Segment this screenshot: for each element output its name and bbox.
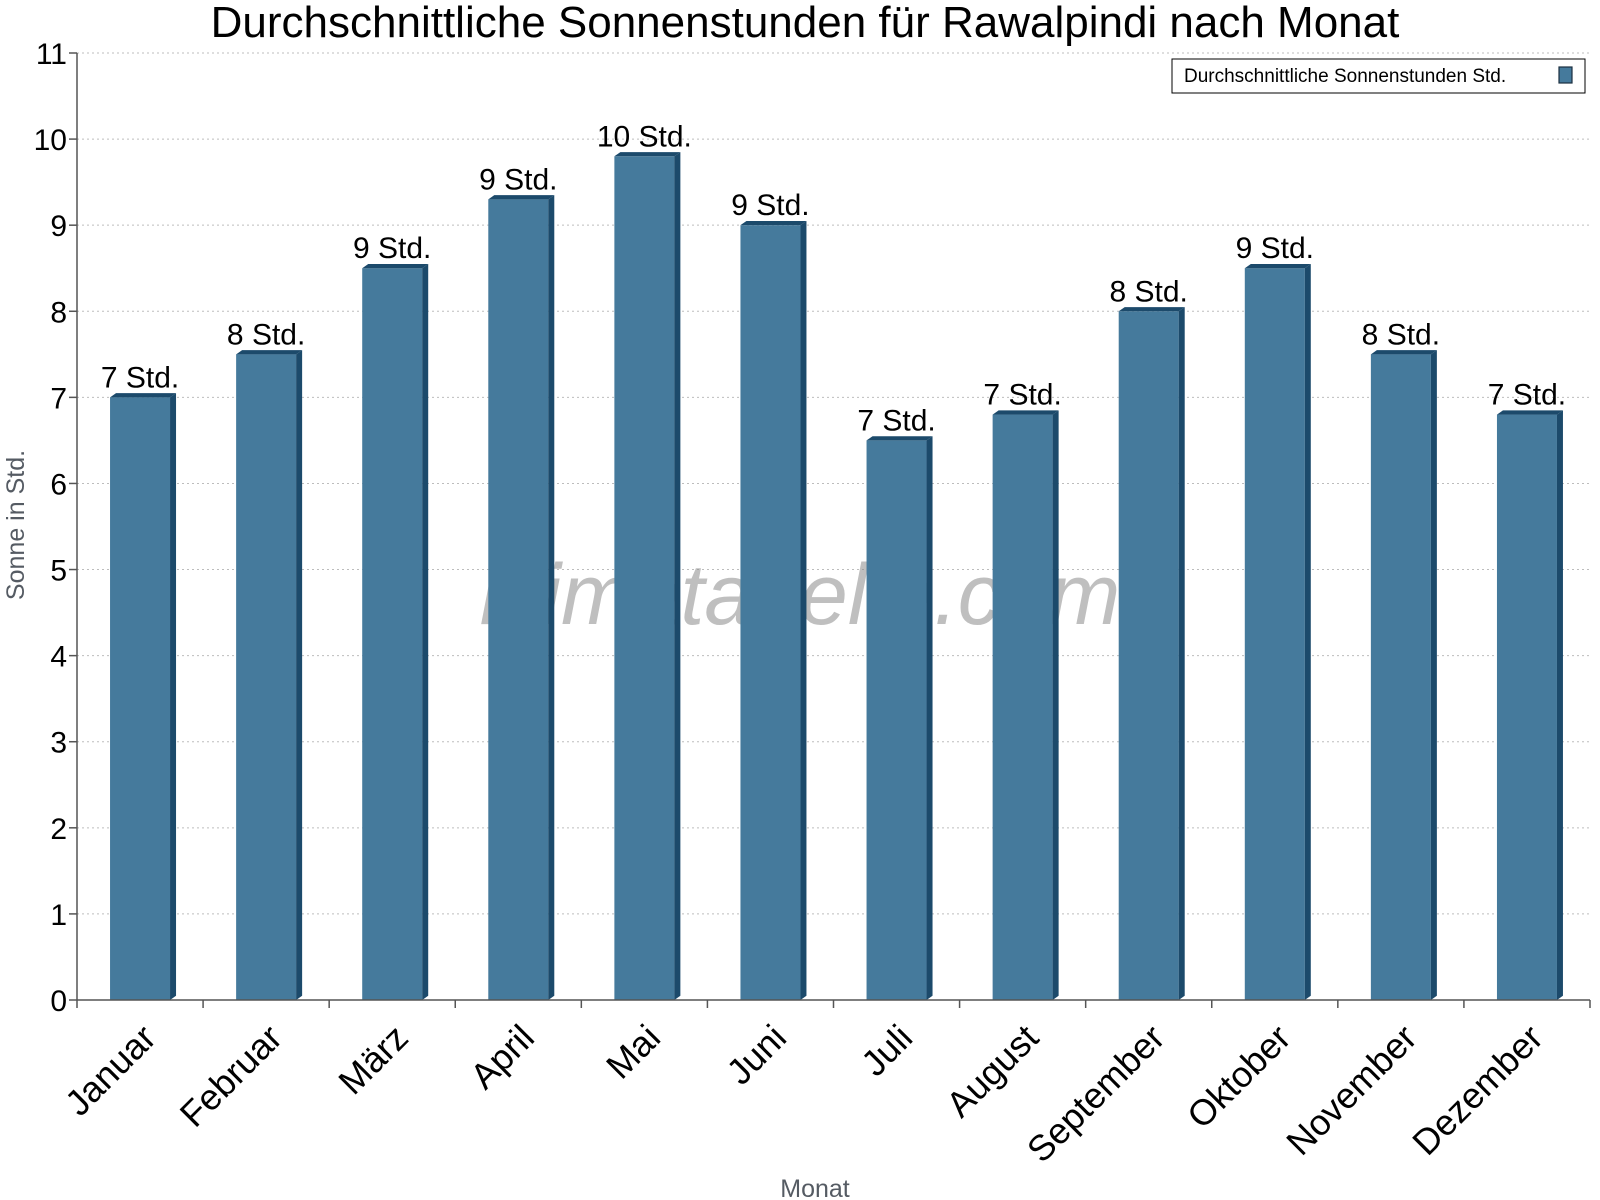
bar-front <box>488 199 549 1000</box>
data-label: 9 Std. <box>353 232 431 265</box>
data-label: 7 Std. <box>1488 379 1566 412</box>
x-tick-label: März <box>330 1017 416 1103</box>
bar-top <box>1118 307 1185 312</box>
bar-top <box>992 410 1059 415</box>
data-label: 9 Std. <box>479 163 557 196</box>
bar-side <box>1556 410 1563 1000</box>
x-axis-label: Monat <box>780 1175 850 1200</box>
bar-side <box>170 393 177 1000</box>
data-labels: 7 Std. 8 Std. 9 Std. 9 Std. 10 Std. 9 Std. 7 S… <box>101 120 1566 437</box>
bar-top <box>740 220 807 226</box>
bar-juli <box>866 436 933 1001</box>
y-tick-label: 10 <box>34 124 67 157</box>
y-tick-label: 6 <box>50 468 67 501</box>
bar-august <box>992 410 1059 1001</box>
bar-front <box>1370 354 1431 1000</box>
data-label: 10 Std. <box>597 120 692 153</box>
bar-top <box>1496 410 1563 415</box>
y-tick-labels: 0 1 2 3 4 5 6 7 8 9 10 11 <box>34 38 77 1018</box>
bar-oktober <box>1244 264 1311 1000</box>
x-tick-label: November <box>1278 1017 1424 1163</box>
x-tick-label: September <box>1019 1017 1173 1171</box>
x-tick-label: Mai <box>598 1017 668 1087</box>
x-tick-label: Januar <box>57 1017 164 1124</box>
bar-side <box>1052 410 1059 1000</box>
bar-märz <box>362 264 429 1000</box>
bar-mai <box>614 152 681 1001</box>
y-tick-label: 5 <box>50 555 67 588</box>
bar-front <box>866 440 927 1001</box>
y-axis-label: Sonne in Std. <box>2 450 30 600</box>
bar-januar <box>110 393 177 1000</box>
x-tick-label: Februar <box>172 1017 290 1135</box>
bar-top <box>236 350 303 355</box>
bar-top <box>614 152 681 157</box>
x-tick-label: Oktober <box>1179 1017 1299 1137</box>
legend-label: Durchschnittliche Sonnenstunden Std. <box>1184 66 1506 87</box>
bar-side <box>1178 307 1185 1000</box>
bar-front <box>992 414 1053 1001</box>
bar-side <box>1304 264 1311 1000</box>
data-label: 9 Std. <box>731 189 809 222</box>
bar-series <box>110 152 1563 1001</box>
y-tick-label: 9 <box>50 210 67 243</box>
bar-top <box>866 436 933 441</box>
chart-title: Durchschnittliche Sonnenstunden für Rawa… <box>211 0 1400 47</box>
x-tick-label: Juni <box>718 1017 794 1093</box>
x-tick-label: April <box>462 1017 542 1097</box>
y-tick-label: 1 <box>50 899 67 932</box>
bar-top <box>1244 264 1311 269</box>
bar-april <box>488 195 555 1000</box>
legend-swatch <box>1558 66 1573 84</box>
data-label: 7 Std. <box>983 379 1061 412</box>
bar-front <box>1118 311 1179 1001</box>
bar-top <box>110 393 177 398</box>
bar-februar <box>236 350 303 1001</box>
data-label: 7 Std. <box>101 361 179 394</box>
y-tick-label: 11 <box>36 38 67 71</box>
data-label: 7 Std. <box>857 404 935 437</box>
bar-front <box>1244 268 1305 1000</box>
x-tick-labels: Januar Februar März April Mai Juni Juli AugustS… <box>57 1000 1591 1171</box>
bar-top <box>362 264 429 269</box>
y-tick-label: 2 <box>50 813 67 846</box>
bar-september <box>1118 307 1185 1001</box>
legend: Durchschnittliche Sonnenstunden Std. <box>1171 58 1586 94</box>
data-label: 8 Std. <box>1110 275 1188 308</box>
y-tick-label: 4 <box>50 641 67 674</box>
bar-top <box>1370 350 1437 355</box>
bar-front <box>236 354 297 1000</box>
bar-side <box>548 195 555 1000</box>
bar-top <box>488 195 555 200</box>
data-label: 8 Std. <box>227 318 305 351</box>
bar-side <box>1430 350 1437 1001</box>
bar-front <box>110 397 171 1000</box>
y-tick-label: 3 <box>50 727 67 760</box>
bar-dezember <box>1496 410 1563 1001</box>
bar-november <box>1370 350 1437 1001</box>
bar-front <box>362 268 423 1000</box>
y-tick-label: 0 <box>50 985 67 1018</box>
bar-side <box>296 350 303 1001</box>
grid-lines <box>77 52 1590 915</box>
x-tick-label: Dezember <box>1404 1017 1550 1163</box>
bar-front <box>614 156 675 1001</box>
bar-side <box>422 264 429 1000</box>
bar-front <box>1496 414 1557 1001</box>
x-tick-label: August <box>938 1017 1046 1125</box>
x-tick-label: Juli <box>853 1017 920 1084</box>
bar-front <box>740 225 801 1000</box>
y-tick-label: 7 <box>50 382 67 415</box>
bar-side <box>926 436 933 1000</box>
y-tick-label: 8 <box>50 296 67 329</box>
bar-juni <box>740 220 807 1000</box>
data-label: 8 Std. <box>1362 318 1440 351</box>
axes <box>76 53 1590 1001</box>
bar-side <box>674 152 681 1001</box>
legend-box <box>1171 58 1586 94</box>
data-label: 9 Std. <box>1236 232 1314 265</box>
bar-side <box>800 220 807 1000</box>
